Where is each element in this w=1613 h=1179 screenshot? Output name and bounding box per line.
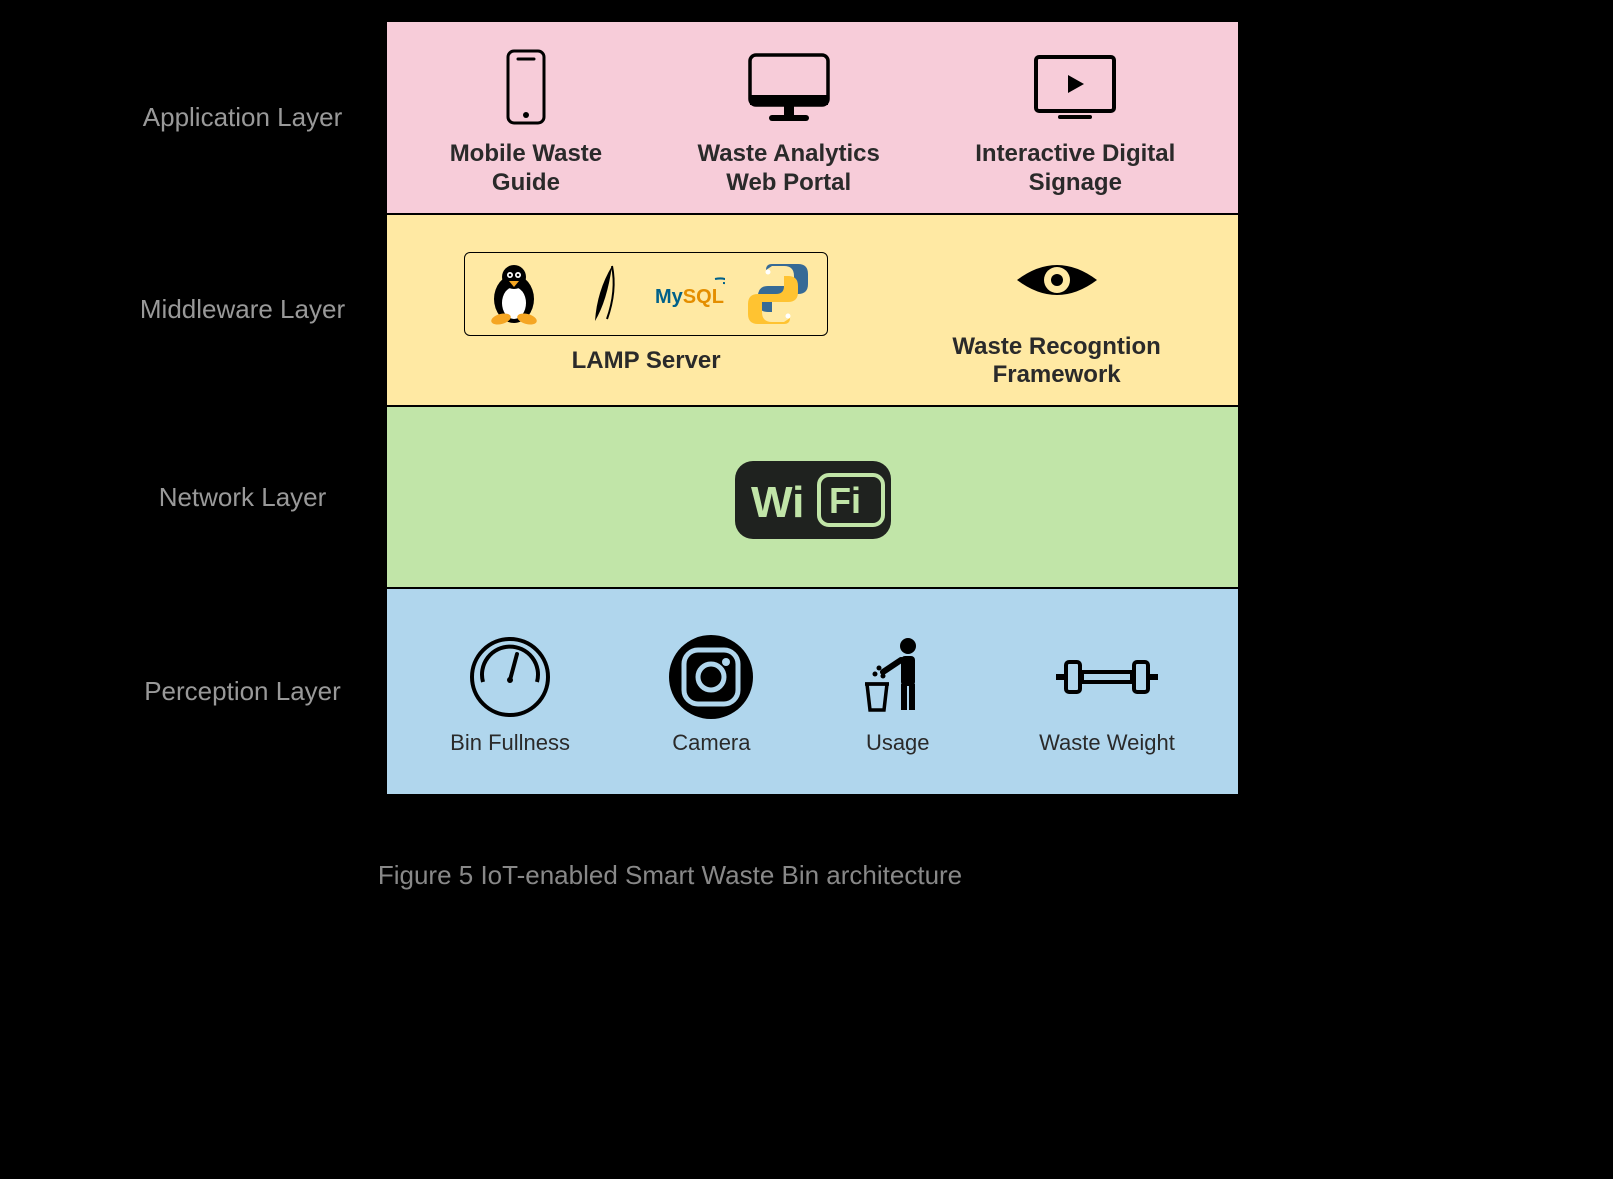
app-item-label: Interactive DigitalSignage [975,140,1175,198]
layer-content-mid: LAMP Server Waste RecogntionFramework [385,215,1240,406]
feather-icon [577,261,627,326]
layer-content-app: Mobile WasteGuide Waste AnalyticsWeb Por… [385,22,1240,213]
phone-icon [494,47,558,127]
usage-icon [853,632,943,722]
layer-label: Middleware Layer [100,215,385,406]
mysql-icon [655,271,725,316]
lamp-frame [464,252,828,336]
linux-icon [479,259,549,329]
figure-caption: Figure 5 IoT-enabled Smart Waste Bin arc… [100,860,1240,891]
mid-item-recognition: Waste RecogntionFramework [952,235,1160,391]
weight-icon [1052,636,1162,718]
python-icon [744,260,812,328]
layer-content-net [385,407,1240,587]
app-item-portal: Waste AnalyticsWeb Portal [698,42,880,198]
perc-item-camera: Camera [666,632,756,756]
layer-row-net: Network Layer [100,407,1240,589]
perc-item-label: Bin Fullness [450,730,570,756]
camera-icon [666,632,756,722]
monitor-icon [744,47,834,127]
architecture-diagram: Application Layer Mobile WasteGuide Wast… [100,20,1240,796]
signage-icon [1030,47,1120,127]
wifi-icon [733,455,893,545]
layer-content-perc: Bin Fullness Camera Usage Waste Weight [385,589,1240,794]
net-item-wifi [733,455,893,545]
gauge-icon [465,632,555,722]
perc-item-weight: Waste Weight [1039,632,1175,756]
perc-item-label: Waste Weight [1039,730,1175,756]
perc-item-label: Usage [866,730,930,756]
layer-row-app: Application Layer Mobile WasteGuide Wast… [100,20,1240,215]
perc-item-usage: Usage [853,632,943,756]
perc-item-fullness: Bin Fullness [450,632,570,756]
app-item-label: Mobile WasteGuide [450,140,602,198]
app-item-label: Waste AnalyticsWeb Portal [698,140,880,198]
layer-label: Network Layer [100,407,385,587]
perc-item-label: Camera [672,730,750,756]
layer-label: Application Layer [100,22,385,213]
layer-row-perc: Perception Layer Bin Fullness Camera Usa… [100,589,1240,796]
mid-item-lamp: LAMP Server [464,249,828,376]
layer-row-mid: Middleware Layer LAMP Server Waste Recog… [100,215,1240,408]
mid-item-label: Waste RecogntionFramework [952,333,1160,391]
app-item-mobile: Mobile WasteGuide [450,42,602,198]
mid-item-label: LAMP Server [572,347,721,376]
eye-icon [1012,250,1102,310]
layer-label: Perception Layer [100,589,385,794]
app-item-signage: Interactive DigitalSignage [975,42,1175,198]
